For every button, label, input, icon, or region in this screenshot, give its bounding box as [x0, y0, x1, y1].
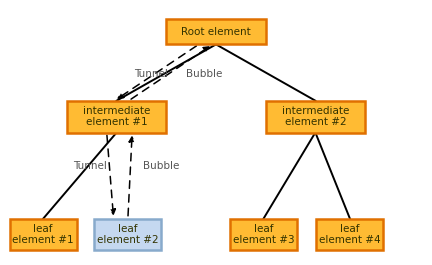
FancyBboxPatch shape — [266, 101, 365, 132]
FancyBboxPatch shape — [67, 101, 166, 132]
Text: intermediate
element #2: intermediate element #2 — [282, 106, 349, 127]
FancyBboxPatch shape — [316, 219, 384, 250]
FancyBboxPatch shape — [230, 219, 297, 250]
Text: leaf
element #4: leaf element #4 — [319, 224, 381, 245]
Text: Tunnel: Tunnel — [134, 69, 168, 79]
Text: leaf
element #2: leaf element #2 — [97, 224, 158, 245]
Text: Root element: Root element — [181, 27, 251, 37]
Text: Bubble: Bubble — [186, 69, 222, 79]
Text: Tunnel: Tunnel — [73, 161, 107, 171]
Text: intermediate
element #1: intermediate element #1 — [83, 106, 150, 127]
FancyBboxPatch shape — [10, 219, 76, 250]
Text: leaf
element #3: leaf element #3 — [233, 224, 294, 245]
FancyBboxPatch shape — [94, 219, 161, 250]
FancyBboxPatch shape — [166, 19, 266, 44]
Text: leaf
element #1: leaf element #1 — [13, 224, 74, 245]
Text: Bubble: Bubble — [143, 161, 179, 171]
